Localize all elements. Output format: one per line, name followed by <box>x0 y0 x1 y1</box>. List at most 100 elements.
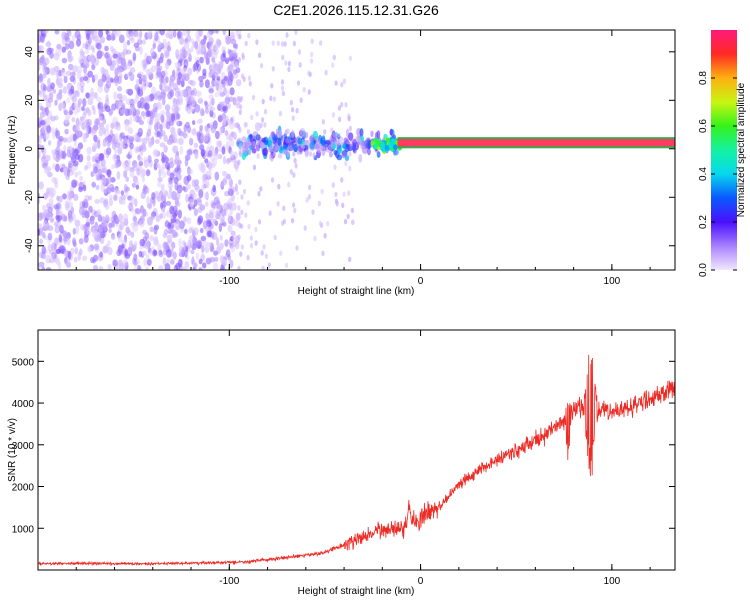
heatmap-cell <box>276 40 280 47</box>
heatmap-cell <box>113 194 118 201</box>
heatmap-cell <box>104 105 111 113</box>
heatmap-cell <box>93 243 100 251</box>
heatmap-cell <box>131 182 137 188</box>
heatmap-cell <box>197 98 204 104</box>
heatmap-cell <box>296 80 301 86</box>
heatmap-cell <box>152 43 156 49</box>
heatmap-cell <box>235 30 239 37</box>
heatmap-cell <box>184 228 188 235</box>
heatmap-cell <box>115 121 120 127</box>
heatmap-cell <box>85 48 89 55</box>
heatmap-cell <box>58 233 62 243</box>
heatmap-cell <box>63 251 68 257</box>
heatmap-cell <box>118 101 122 108</box>
heatmap-cell <box>62 137 68 143</box>
heatmap-cell <box>164 220 170 228</box>
heatmap-cell <box>230 149 234 159</box>
heatmap-cell <box>341 202 345 209</box>
heatmap-cell <box>79 81 85 88</box>
heatmap-cell <box>90 217 95 225</box>
heatmap-cell <box>197 206 203 214</box>
heatmap-cell <box>78 238 84 245</box>
heatmap-cell <box>106 34 112 41</box>
heatmap-cell <box>184 260 190 270</box>
heatmap-cell <box>149 226 154 233</box>
heatmap-cell <box>205 170 212 178</box>
heatmap-cell <box>174 167 179 173</box>
heatmap-cell <box>205 178 210 188</box>
heatmap-cell <box>251 94 256 101</box>
heatmap-cell <box>58 153 62 161</box>
heatmap-cell <box>55 129 61 139</box>
heatmap-cell <box>283 41 287 47</box>
heatmap-cell <box>125 186 130 192</box>
heatmap-cell <box>124 249 128 257</box>
heatmap-cell <box>310 38 314 45</box>
heatmap-cell <box>213 150 219 156</box>
heatmap-cell <box>54 147 60 155</box>
heatmap-cell <box>183 40 190 50</box>
heatmap-cell <box>348 256 352 263</box>
heatmap-cell <box>191 97 196 106</box>
heatmap-cell <box>67 236 71 246</box>
heatmap-cell <box>185 183 192 190</box>
heatmap-cell <box>227 49 231 54</box>
heatmap-cell <box>196 35 201 43</box>
heatmap-cell <box>55 77 60 86</box>
heatmap-cell <box>263 122 267 128</box>
heatmap-cell <box>237 124 241 130</box>
heatmap-cell <box>212 45 219 56</box>
heatmap-cell <box>291 115 295 121</box>
heatmap-cell <box>156 121 161 130</box>
heatmap-cell <box>155 163 161 169</box>
heatmap-cell <box>38 181 44 190</box>
heatmap-cell <box>238 222 242 229</box>
heatmap-cell <box>112 259 119 267</box>
heatmap-cell <box>104 45 108 52</box>
heatmap-cell <box>227 78 233 86</box>
heatmap-cell <box>252 140 256 147</box>
snr-y-tick-label: 3000 <box>12 441 35 452</box>
heatmap-cell <box>285 32 289 38</box>
heatmap-cell <box>223 75 229 82</box>
heatmap-cell <box>337 132 341 138</box>
heatmap-cell <box>383 133 388 140</box>
heatmap-cell <box>222 155 227 165</box>
heatmap-cell <box>62 86 68 94</box>
heatmap-cell <box>163 134 168 142</box>
heatmap-cell <box>292 172 296 178</box>
heatmap-cell <box>270 177 275 183</box>
heatmap-cell <box>104 52 110 59</box>
heatmap-cell <box>310 51 314 58</box>
heatmap-cell <box>231 202 237 211</box>
heatmap-cell <box>205 107 209 114</box>
heatmap-cell <box>280 85 285 91</box>
heatmap-cell <box>122 259 129 267</box>
heatmap-cell <box>192 41 197 48</box>
heatmap-cell <box>328 151 333 158</box>
heatmap-cell <box>246 129 251 135</box>
heatmap-cell <box>358 154 363 163</box>
heatmap-cell <box>340 81 344 88</box>
heatmap-cell <box>142 184 147 192</box>
snr-x-tick-label: 100 <box>604 576 621 587</box>
heatmap-cell <box>154 106 158 113</box>
heatmap-cell <box>177 30 181 40</box>
heatmap-cell <box>183 124 188 133</box>
heatmap-cell <box>222 118 227 126</box>
heatmap-cell <box>78 186 83 193</box>
heatmap-cell <box>52 163 56 170</box>
heatmap-cell <box>261 137 267 143</box>
heatmap-cell <box>295 245 299 251</box>
heatmap-cell <box>224 239 229 247</box>
heatmap-cell <box>221 46 226 53</box>
heatmap-cell <box>189 242 194 249</box>
heatmap-cell <box>258 52 262 59</box>
heatmap-cell <box>97 101 104 109</box>
heatmap-cell <box>205 212 209 220</box>
heatmap-cell <box>94 118 100 126</box>
heatmap-cell <box>155 139 160 144</box>
heatmap-y-axis-label: Frequency (Hz) <box>7 116 18 185</box>
heatmap-cell <box>209 40 214 47</box>
heatmap-cell <box>55 70 60 79</box>
